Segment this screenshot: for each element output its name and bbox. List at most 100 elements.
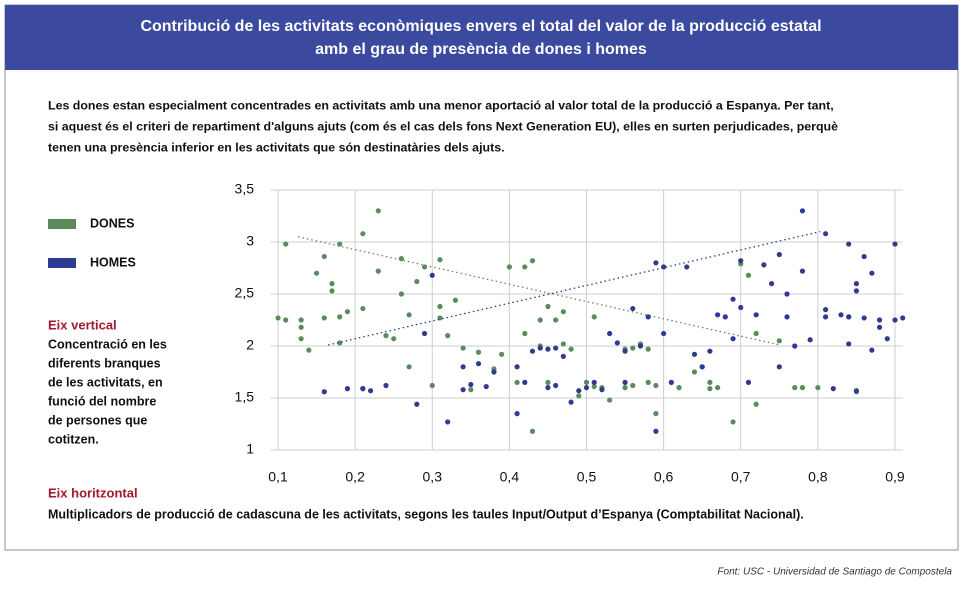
plot: 1 1,5 2 2,5 3 3,5 0,1 0,2 0,3 0,4 0,5 0,6 0,7 0,8 0,9 D…	[48, 181, 906, 485]
point	[375, 268, 381, 274]
legend-label: HOMES	[90, 255, 136, 269]
point	[329, 288, 335, 294]
point	[283, 241, 289, 247]
point	[329, 281, 335, 287]
point	[537, 345, 543, 351]
y-tick-label: 2,5	[235, 285, 255, 301]
point	[661, 330, 667, 337]
point	[892, 241, 898, 247]
axis-note-line: Concentració en les	[48, 337, 167, 351]
point	[707, 379, 713, 385]
point	[583, 379, 590, 385]
point	[344, 386, 351, 392]
x-tick-label: 0,7	[731, 469, 751, 485]
point	[529, 348, 536, 354]
point	[514, 379, 520, 385]
axis-note-title: Eix horitzontal	[48, 485, 138, 500]
point	[545, 379, 551, 385]
point	[499, 351, 505, 357]
point	[522, 264, 528, 270]
x-tick-label: 0,4	[500, 469, 520, 485]
point	[414, 278, 420, 285]
point	[321, 315, 327, 321]
point	[545, 303, 551, 310]
point	[553, 317, 559, 323]
point	[630, 305, 636, 312]
point	[776, 251, 782, 258]
point	[607, 330, 613, 337]
point	[491, 369, 497, 375]
trend-line	[327, 230, 821, 346]
point	[853, 288, 860, 294]
header-title: Contribució de les activitats econòmique…	[140, 18, 821, 35]
point	[406, 312, 412, 318]
point	[715, 385, 721, 391]
point	[869, 270, 875, 276]
point	[529, 428, 536, 434]
point	[653, 411, 659, 417]
point	[398, 291, 405, 297]
legend-swatch	[48, 258, 76, 268]
point	[568, 346, 574, 352]
point	[846, 314, 852, 320]
point	[614, 340, 620, 346]
point	[437, 303, 443, 310]
point	[398, 256, 405, 262]
trend-line	[297, 236, 781, 346]
point	[344, 309, 351, 315]
point	[792, 385, 798, 391]
point	[653, 382, 659, 389]
point	[437, 257, 443, 263]
axis-note-title: Eix vertical	[48, 317, 117, 332]
point	[429, 382, 435, 389]
point	[514, 411, 520, 417]
point	[360, 305, 366, 312]
point	[445, 333, 451, 339]
point	[406, 364, 412, 370]
point	[876, 324, 883, 330]
point	[738, 304, 744, 311]
point	[599, 387, 605, 393]
point	[776, 364, 782, 370]
point	[306, 347, 312, 353]
point	[591, 379, 597, 385]
point	[337, 340, 343, 346]
frame	[4, 4, 959, 551]
point	[468, 381, 474, 388]
header-title: amb el grau de presència de dones i home…	[315, 41, 647, 58]
point	[506, 264, 512, 270]
point	[360, 386, 366, 392]
point	[383, 333, 389, 339]
point	[568, 399, 574, 405]
point	[560, 341, 566, 347]
point	[460, 387, 466, 393]
point	[707, 386, 713, 392]
x-tick-label: 0,9	[885, 469, 905, 485]
point	[846, 241, 852, 247]
source: Font: USC - Universidad de Santiago de C…	[717, 567, 952, 578]
point	[776, 338, 782, 344]
legend-label: DONES	[90, 216, 134, 230]
point	[799, 385, 806, 391]
y-tick-label: 3,5	[235, 181, 255, 197]
point	[313, 270, 320, 276]
point	[591, 314, 597, 320]
y-tick-label: 2	[246, 337, 254, 353]
point	[468, 387, 474, 393]
point	[429, 272, 435, 278]
point	[337, 241, 343, 247]
point	[722, 314, 728, 320]
point	[545, 346, 551, 352]
point	[529, 258, 536, 264]
point	[583, 385, 590, 391]
y-tick-label: 1,5	[235, 389, 255, 405]
point	[745, 379, 752, 385]
point	[861, 253, 867, 260]
point	[576, 388, 582, 394]
point	[684, 264, 690, 270]
axis-note: Concentració en les diferents branques de …	[48, 337, 167, 446]
point	[560, 309, 566, 315]
point	[730, 296, 736, 302]
point	[645, 346, 651, 352]
x-tick-label: 0,2	[345, 469, 365, 485]
